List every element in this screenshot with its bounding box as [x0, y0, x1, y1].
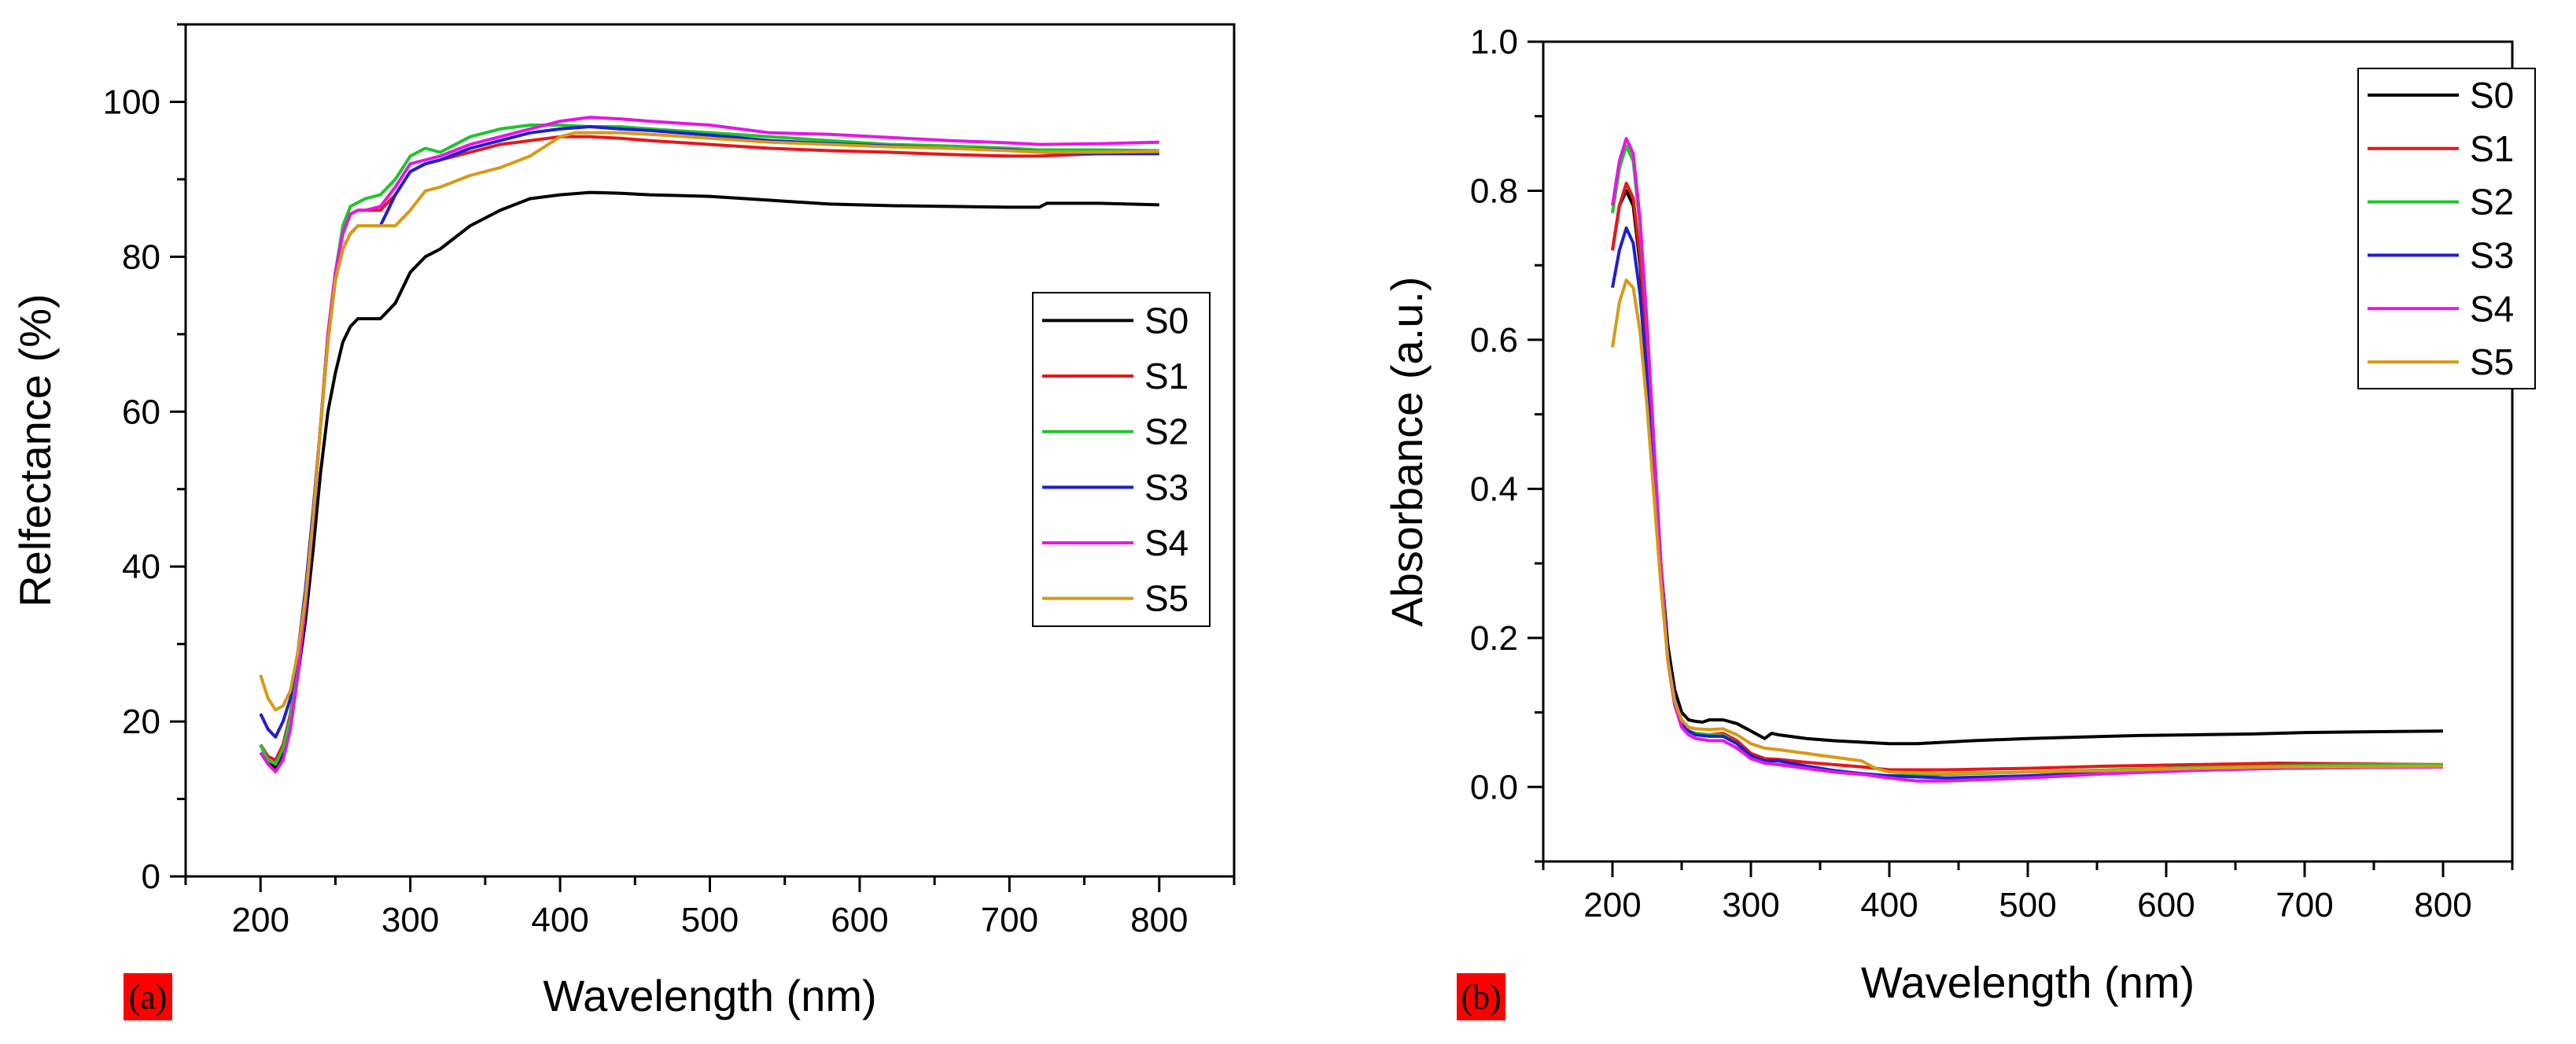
panel-label-box: [1457, 973, 1505, 1020]
legend: S0 S1 S2 S3 S4 S5: [2357, 68, 2536, 389]
panel-label: (a): [129, 978, 168, 1016]
legend-label-s4: S4: [2470, 288, 2514, 329]
panel-label-box: [123, 973, 172, 1020]
legend-label-s0: S0: [1144, 300, 1188, 341]
y-tick-label: 0.2: [1470, 619, 1518, 658]
legend-label-s1: S1: [1144, 356, 1188, 397]
y-tick-label: 0.0: [1470, 768, 1518, 806]
chart-panel-2: 200 300 400 500 600 700 800 0.0 0.2 0.4 0.6 0.8 1.0 W…: [1382, 23, 2536, 1020]
legend-frame: [1032, 292, 1211, 627]
series-line-s1: [1611, 182, 2444, 772]
x-tick-label: 400: [531, 901, 588, 939]
legend-label-s3: S3: [1144, 467, 1188, 507]
y-tick-label: 40: [122, 548, 160, 586]
y-tick-label: 0.8: [1470, 172, 1518, 210]
y-tick-label: 0.6: [1470, 321, 1518, 360]
legend-label-s2: S2: [1144, 411, 1188, 452]
legend-label-s4: S4: [1144, 522, 1188, 563]
x-tick-label: 200: [232, 901, 289, 939]
x-tick-label: 300: [381, 901, 439, 939]
y-tick-label: 20: [122, 703, 160, 741]
series-line-s4: [1611, 137, 2444, 783]
y-tick-label: 0: [142, 858, 160, 896]
y-tick-label: 80: [122, 238, 160, 276]
series-line-s3: [1611, 226, 2444, 780]
x-axis-title: Wavelength (nm): [1861, 957, 2195, 1007]
y-tick-label: 100: [103, 83, 160, 121]
x-axis-title: Wavelength (nm): [543, 971, 876, 1020]
series-line-s5: [1611, 279, 2444, 776]
legend: S0 S1 S2 S3 S4 S5: [1032, 292, 1211, 627]
series-line-s4: [259, 116, 1159, 774]
legend-label-s0: S0: [2470, 75, 2514, 116]
series-line-s0: [1611, 189, 2444, 746]
series-line-s5: [259, 131, 1159, 712]
y-tick-label: 0.4: [1470, 470, 1518, 508]
y-tick-label: 60: [122, 393, 160, 431]
legend-label-s5: S5: [2470, 341, 2514, 382]
legend-label-s3: S3: [2470, 234, 2514, 275]
x-tick-label: 500: [681, 901, 739, 939]
series-line-s3: [259, 125, 1159, 739]
x-tick-label: 400: [1860, 886, 1918, 924]
x-tick-label: 200: [1583, 886, 1641, 924]
x-tick-label: 700: [2276, 886, 2333, 924]
x-tick-label: 600: [831, 901, 888, 939]
panel-label: (b): [1461, 978, 1501, 1016]
x-tick-label: 800: [2414, 886, 2471, 924]
x-tick-label: 700: [981, 901, 1038, 939]
series-line-s2: [259, 124, 1159, 766]
legend-label-s2: S2: [2470, 182, 2514, 223]
x-tick-label: 800: [1130, 901, 1188, 939]
legend-label-s5: S5: [1144, 578, 1188, 619]
series-line-s0: [259, 190, 1159, 770]
x-tick-label: 500: [1999, 886, 2056, 924]
series-line-s2: [1611, 144, 2443, 778]
y-axis-title: Absorbance (a.u.): [1382, 276, 1432, 626]
series-line-s1: [259, 135, 1159, 762]
legend-frame: [2357, 68, 2536, 389]
y-axis-title: Relfectance (%): [10, 293, 60, 607]
x-tick-label: 300: [1722, 886, 1779, 924]
y-tick-label: 1.0: [1470, 23, 1518, 61]
chart-panel-1: 200 300 400 500 600 700 800 0 20 40 60 80 100 Wavelen…: [10, 23, 1236, 1020]
x-tick-label: 600: [2137, 886, 2195, 924]
legend-label-s1: S1: [2470, 128, 2514, 169]
